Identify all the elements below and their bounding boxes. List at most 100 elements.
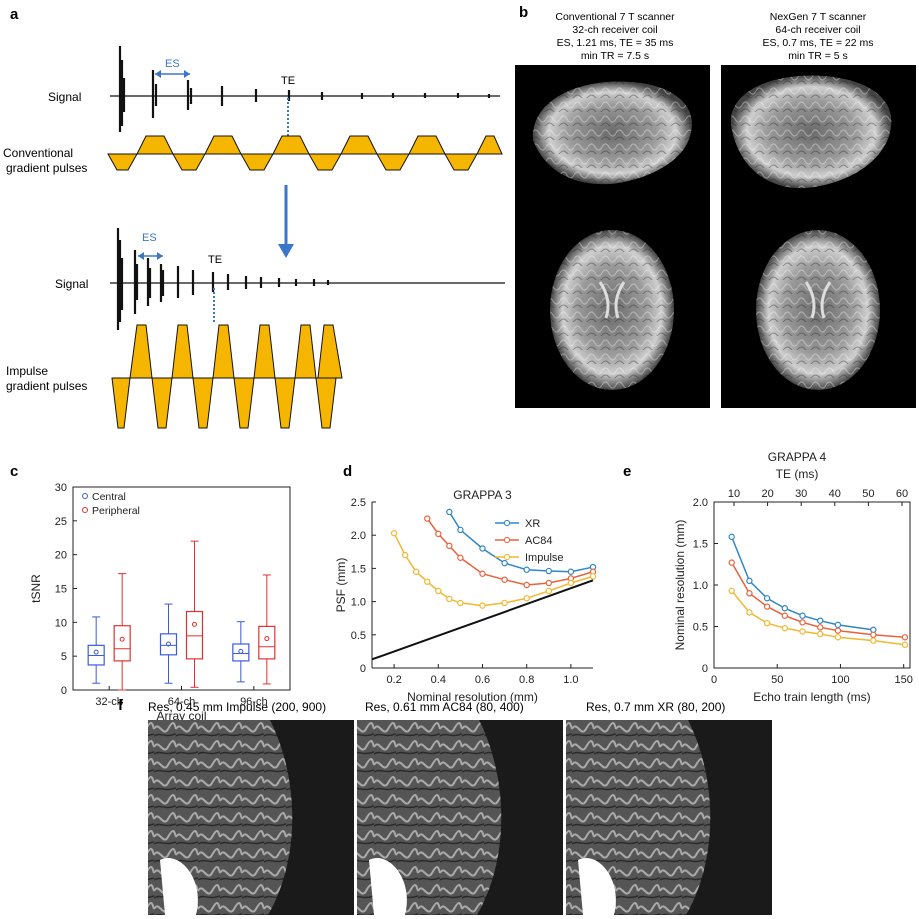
panel-a-letter: a: [10, 6, 19, 23]
y-tick-label: 1.5: [693, 539, 708, 551]
legend-marker-central: [82, 493, 88, 499]
box-iqr: [185, 610, 204, 660]
series-line-xr: [448, 511, 594, 573]
data-point-series-2: [728, 587, 735, 595]
y-tick-label: 0: [360, 663, 366, 675]
data-point-impulse: [479, 602, 486, 609]
box-iqr: [258, 625, 276, 660]
legend-label-xr: XR: [525, 518, 540, 530]
data-point-series-1: [746, 590, 753, 597]
panel-f-letter: f: [118, 697, 124, 714]
data-point-impulse: [457, 599, 464, 607]
signal-label-bottom: Signal: [55, 277, 88, 291]
y-tick-label: 30: [55, 482, 67, 494]
data-point-series-1: [799, 619, 806, 626]
impulse-gradient-pulses: [111, 324, 343, 429]
y-tick-label: 2.0: [693, 497, 708, 509]
panel-b-left-header: Conventional 7 T scanner 32-ch receiver …: [555, 11, 675, 62]
y-tick-label: 20: [55, 550, 67, 562]
data-point-impulse: [390, 530, 398, 537]
data-point-series-0: [834, 621, 842, 629]
data-point-series-0: [799, 612, 806, 619]
data-point-series-2: [763, 619, 771, 627]
data-point-series-2: [834, 634, 842, 641]
mri-sagittal-nexgen: [730, 75, 892, 189]
y-tick-label: 1.0: [693, 580, 708, 592]
box-mean-marker: [192, 621, 197, 627]
data-point-impulse: [435, 587, 442, 595]
y-tick-label: 0: [702, 663, 708, 675]
data-point-impulse: [523, 595, 530, 602]
mri-zoom-ac84: [357, 720, 563, 915]
right-header-line-2: 64-ch receiver coil: [775, 24, 860, 36]
data-point-series-1: [763, 603, 771, 610]
y-tick-label: 1.5: [351, 563, 366, 575]
top-x-tick-label: 40: [829, 488, 841, 500]
mri-zoom-xr: [566, 720, 772, 915]
data-point-series-2: [901, 641, 909, 648]
data-point-series-1: [817, 624, 824, 631]
panel-e-letter: e: [623, 463, 631, 480]
x-axis-label: Array coil: [156, 709, 206, 723]
series-line-ac84: [426, 518, 594, 586]
data-point-ac84: [435, 530, 442, 538]
data-point-series-0: [728, 533, 735, 541]
x-axis-label: Echo train length (ms): [753, 690, 870, 704]
y-tick-label: 10: [55, 617, 67, 629]
x-tick-label: 32-ch: [95, 696, 123, 708]
mri-axial-nexgen: [756, 230, 880, 390]
x-tick-label: 0.6: [475, 674, 490, 686]
chart-e: GRAPPA 4 TE (ms) 10 20 30 40 50 60 0 0.5 1.0 1.5 2.0…: [673, 450, 913, 704]
data-point-ac84: [501, 576, 508, 583]
legend-label-peripheral: Peripheral: [92, 505, 140, 517]
data-point-ac84: [457, 554, 464, 561]
chart-title: GRAPPA 3: [453, 488, 512, 502]
data-point-series-2: [817, 630, 824, 638]
data-point-series-0: [781, 605, 789, 612]
box-mean-marker: [264, 636, 270, 642]
series-line-reference: [371, 579, 594, 661]
box-iqr: [232, 643, 250, 662]
panel-f-label-3: Res, 0.7 mm XR (80, 200): [586, 700, 725, 714]
chart-c: 0 5 10 15 20 25 30 tSNR Array coil 32-ch 64-ch 96-c…: [29, 482, 291, 723]
data-point-series-0: [746, 577, 753, 585]
mri-zoom-impulse: [148, 720, 354, 915]
x-tick-label: 0.8: [519, 674, 534, 686]
y-axis-label: PSF (mm): [334, 558, 348, 613]
transition-arrowhead: [278, 244, 294, 258]
y-tick-label: 15: [55, 584, 67, 596]
left-header-line-2: 32-ch receiver coil: [572, 24, 657, 36]
y-tick-label: 0: [61, 685, 67, 697]
legend-marker-ac84: [503, 536, 511, 544]
mri-axial-conventional: [550, 230, 674, 390]
legend-label-central: Central: [92, 491, 126, 503]
data-point-xr: [545, 567, 553, 575]
gradient-label-top-2: gradient pulses: [6, 161, 87, 175]
data-point-impulse: [545, 587, 553, 595]
y-tick-label: 2.5: [351, 497, 366, 509]
top-x-tick-label: 50: [862, 488, 874, 500]
x-tick-label: 100: [831, 674, 849, 686]
y-axis-label: tSNR: [29, 574, 43, 603]
data-point-impulse: [413, 568, 420, 575]
data-point-impulse: [446, 595, 453, 603]
chart-d: GRAPPA 300.51.01.52.02.50.2 0.4 0.6 0.8 1.0P…: [334, 488, 597, 704]
y-tick-label: 25: [55, 516, 67, 528]
data-point-xr: [523, 566, 530, 573]
top-x-tick-label: 20: [761, 488, 773, 500]
mri-sagittal-conventional: [532, 81, 692, 185]
panel-f-label-1: Res, 0.45 mm Impulse (200, 900): [148, 700, 326, 714]
data-point-series-2: [746, 609, 753, 616]
x-tick-label: 50: [771, 674, 783, 686]
top-x-axis-label: TE (ms): [776, 467, 819, 481]
box-iqr: [159, 633, 178, 656]
panel-b-right-header: NexGen 7 T scanner 64-ch receiver coil E…: [763, 11, 874, 62]
box-iqr: [113, 625, 131, 662]
signal-echoes-bottom: [116, 228, 330, 330]
data-point-ac84: [545, 579, 553, 587]
conventional-gradient-pulses: [107, 135, 503, 171]
es-label-bottom: ES: [142, 232, 157, 244]
data-point-series-1: [834, 627, 842, 634]
box-mean-marker: [119, 636, 125, 642]
